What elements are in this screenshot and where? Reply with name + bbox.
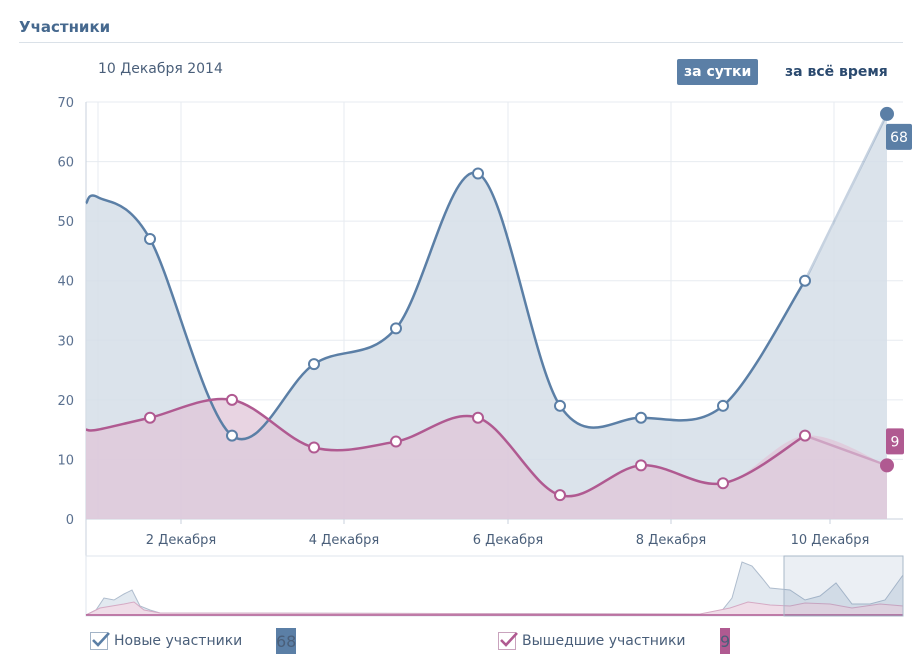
data-point — [717, 477, 729, 490]
data-point — [308, 441, 320, 454]
data-point — [144, 233, 156, 246]
period-all-button[interactable]: за всё время — [785, 64, 888, 80]
legend-new-members[interactable]: Новые участники — [90, 628, 242, 654]
chart-points — [144, 106, 894, 502]
end-badge-label: 9 — [891, 434, 900, 450]
data-point — [308, 358, 320, 371]
y-tick-label: 0 — [66, 513, 74, 528]
title-divider — [19, 42, 903, 43]
data-point — [880, 458, 894, 473]
series-line-tail-2 — [804, 434, 888, 467]
x-axis-ticks: 2 Декабря 4 Декабря 6 Декабря 8 Декабря 10 Д… — [146, 519, 870, 548]
end-badge-label: 68 — [890, 130, 908, 146]
x-tick-label: 4 Декабря — [309, 533, 379, 548]
data-point — [554, 489, 566, 502]
data-point — [390, 322, 402, 335]
y-tick-label: 10 — [57, 453, 74, 468]
series-area-1 — [86, 113, 887, 520]
y-tick-label: 60 — [57, 156, 74, 171]
data-point — [635, 459, 647, 472]
y-tick-label: 30 — [57, 334, 74, 349]
legend-left-members[interactable]: Вышедшие участники — [498, 628, 686, 654]
data-point — [144, 411, 156, 424]
data-point — [226, 393, 238, 406]
legend-left-count-badge: 9 — [720, 628, 731, 654]
checkbox-checked-icon[interactable] — [90, 632, 110, 650]
series-line-1 — [85, 171, 807, 441]
data-point — [472, 167, 484, 180]
y-tick-label: 70 — [57, 96, 74, 111]
section-title: Участники — [19, 18, 111, 36]
checkbox-checked-icon[interactable] — [498, 632, 518, 650]
end-badge — [886, 123, 912, 150]
x-tick-label: 10 Декабря — [791, 533, 870, 548]
x-tick-label: 2 Декабря — [146, 533, 216, 548]
y-axis-ticks: 0 10 20 30 40 50 60 70 — [57, 96, 74, 528]
data-point — [635, 411, 647, 424]
data-point — [472, 411, 484, 424]
data-point — [799, 274, 811, 287]
data-point — [880, 106, 894, 121]
navigator-series-2 — [85, 601, 904, 616]
series-area-2 — [86, 398, 887, 519]
end-badge — [886, 428, 904, 455]
series-line-tail-1 — [803, 113, 889, 282]
legend-left-label: Вышедшие участники — [522, 633, 686, 649]
end-value-badges: 68 9 — [886, 123, 912, 455]
legend-new-label: Новые участники — [114, 633, 243, 649]
period-date: 10 Декабря 2014 — [98, 61, 223, 77]
y-tick-label: 20 — [57, 394, 74, 409]
data-point — [390, 435, 402, 448]
data-point — [554, 399, 566, 412]
x-tick-label: 8 Декабря — [636, 533, 706, 548]
data-point — [799, 429, 811, 442]
y-tick-label: 40 — [57, 275, 74, 290]
navigator-selection — [783, 555, 904, 617]
data-point — [226, 429, 238, 442]
y-tick-label: 50 — [57, 215, 74, 230]
x-tick-label: 6 Декабря — [473, 533, 543, 548]
legend-new-count-badge: 68 — [276, 628, 297, 654]
data-point — [717, 399, 729, 412]
chart-areas — [86, 113, 887, 520]
range-navigator — [85, 555, 904, 617]
period-day-button[interactable]: за сутки — [677, 59, 759, 85]
